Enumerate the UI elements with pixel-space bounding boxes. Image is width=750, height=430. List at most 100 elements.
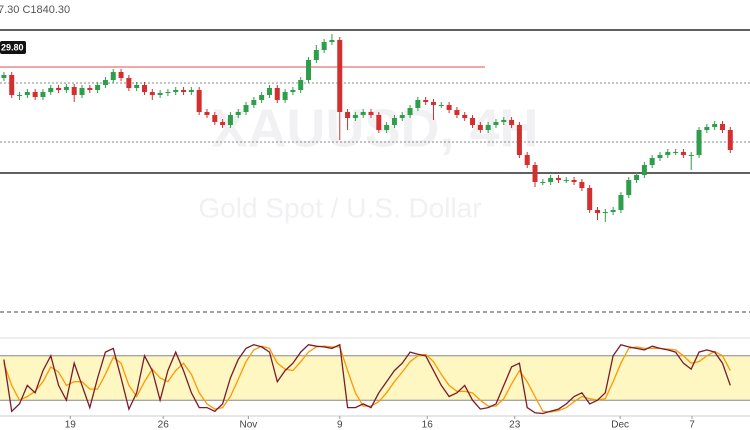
candle-body xyxy=(610,210,616,212)
candle-body xyxy=(1,75,7,78)
candle-body xyxy=(9,75,15,95)
candle-body xyxy=(149,92,155,95)
candle-body xyxy=(665,152,671,155)
candle-body xyxy=(102,80,108,85)
candle-body xyxy=(212,115,218,122)
candle-body xyxy=(118,72,124,78)
candle-body xyxy=(196,90,202,112)
candle-body xyxy=(657,155,663,158)
candle-body xyxy=(220,122,226,125)
candle-body xyxy=(63,87,69,90)
candle-body xyxy=(649,158,655,165)
candle-body xyxy=(376,115,382,130)
candle-body xyxy=(71,87,77,95)
candle-body xyxy=(266,88,272,95)
candle-body xyxy=(290,90,296,92)
candle-body xyxy=(56,88,62,90)
candle-body xyxy=(79,88,85,95)
x-tick-label: 9 xyxy=(337,420,343,430)
candle-body xyxy=(727,130,733,150)
candle-body xyxy=(141,85,147,92)
candle-body xyxy=(360,112,366,115)
candle-body xyxy=(680,152,686,155)
candle-body xyxy=(438,105,444,106)
x-tick-label: 16 xyxy=(422,420,434,430)
candle-body xyxy=(32,92,38,97)
candle-body xyxy=(110,72,116,80)
candle-body xyxy=(579,182,585,188)
candle-body xyxy=(181,90,187,92)
candle-body xyxy=(282,92,288,100)
candle-body xyxy=(548,178,554,182)
candle-body xyxy=(399,115,405,118)
candle-body xyxy=(634,175,640,180)
x-tick-label: 23 xyxy=(509,420,521,430)
candle-body xyxy=(24,92,30,95)
candle-body xyxy=(368,112,374,115)
x-tick-label: Dec xyxy=(611,420,629,430)
candle-body xyxy=(345,112,351,118)
candle-body xyxy=(17,95,23,96)
candle-body xyxy=(298,80,304,90)
x-tick-label: 7 xyxy=(689,420,695,430)
candle-body xyxy=(704,127,710,130)
candle-body xyxy=(87,88,93,90)
watermark-subtitle: Gold Spot / U.S. Dollar xyxy=(198,192,481,223)
band-fill xyxy=(0,355,750,401)
candle-body xyxy=(423,100,429,102)
candle-body xyxy=(173,90,179,92)
candle-body xyxy=(595,210,601,213)
candle-body xyxy=(243,105,249,112)
candle-body xyxy=(516,125,522,155)
candle-body xyxy=(540,182,546,183)
candle-body xyxy=(696,130,702,155)
price-label: 29.80 xyxy=(1,42,24,52)
candle-body xyxy=(618,195,624,210)
candle-body xyxy=(454,110,460,115)
candle-body xyxy=(391,118,397,125)
candle-body xyxy=(306,60,312,80)
candle-body xyxy=(462,115,468,118)
watermark: XAUUSD, 4H xyxy=(211,98,538,158)
candle-body xyxy=(415,100,421,108)
candle-body xyxy=(509,120,515,125)
candle-body xyxy=(641,165,647,175)
x-axis: 19 26 Nov 9 16 23 Dec 7 xyxy=(65,416,695,430)
candle-body xyxy=(48,88,54,92)
candle-body xyxy=(430,102,436,105)
candle-body xyxy=(477,125,483,130)
x-tick-label: 19 xyxy=(65,420,77,430)
candle-body xyxy=(673,152,679,153)
candle-body xyxy=(259,95,265,100)
candle-body xyxy=(626,180,632,195)
candle-body xyxy=(126,78,132,88)
price-pane xyxy=(0,29,750,222)
candle-body xyxy=(532,165,538,182)
x-tick-label: Nov xyxy=(239,420,257,430)
candle-body xyxy=(485,125,491,130)
candle-body xyxy=(157,93,163,95)
candle-body xyxy=(337,40,343,112)
candle-body xyxy=(493,122,499,125)
oscillator-pane xyxy=(0,343,750,415)
candle-body xyxy=(602,212,608,213)
candle-body xyxy=(563,180,569,181)
candle-body xyxy=(571,180,577,182)
candle-body xyxy=(712,124,718,127)
candle-body xyxy=(188,90,194,92)
x-tick-label: 26 xyxy=(158,420,170,430)
candle-body xyxy=(95,85,101,90)
candle-body xyxy=(407,108,413,115)
candle-body xyxy=(446,105,452,110)
candle-body xyxy=(352,115,358,118)
candle-body xyxy=(688,155,694,156)
candle-body xyxy=(524,155,530,165)
candle-body xyxy=(165,92,171,93)
candle-body xyxy=(274,88,280,100)
candle-body xyxy=(719,124,725,130)
candle-body xyxy=(555,178,561,180)
candle-body xyxy=(204,112,210,115)
price-label-box xyxy=(0,41,26,54)
candle-body xyxy=(313,50,319,60)
candle-body xyxy=(40,92,46,97)
